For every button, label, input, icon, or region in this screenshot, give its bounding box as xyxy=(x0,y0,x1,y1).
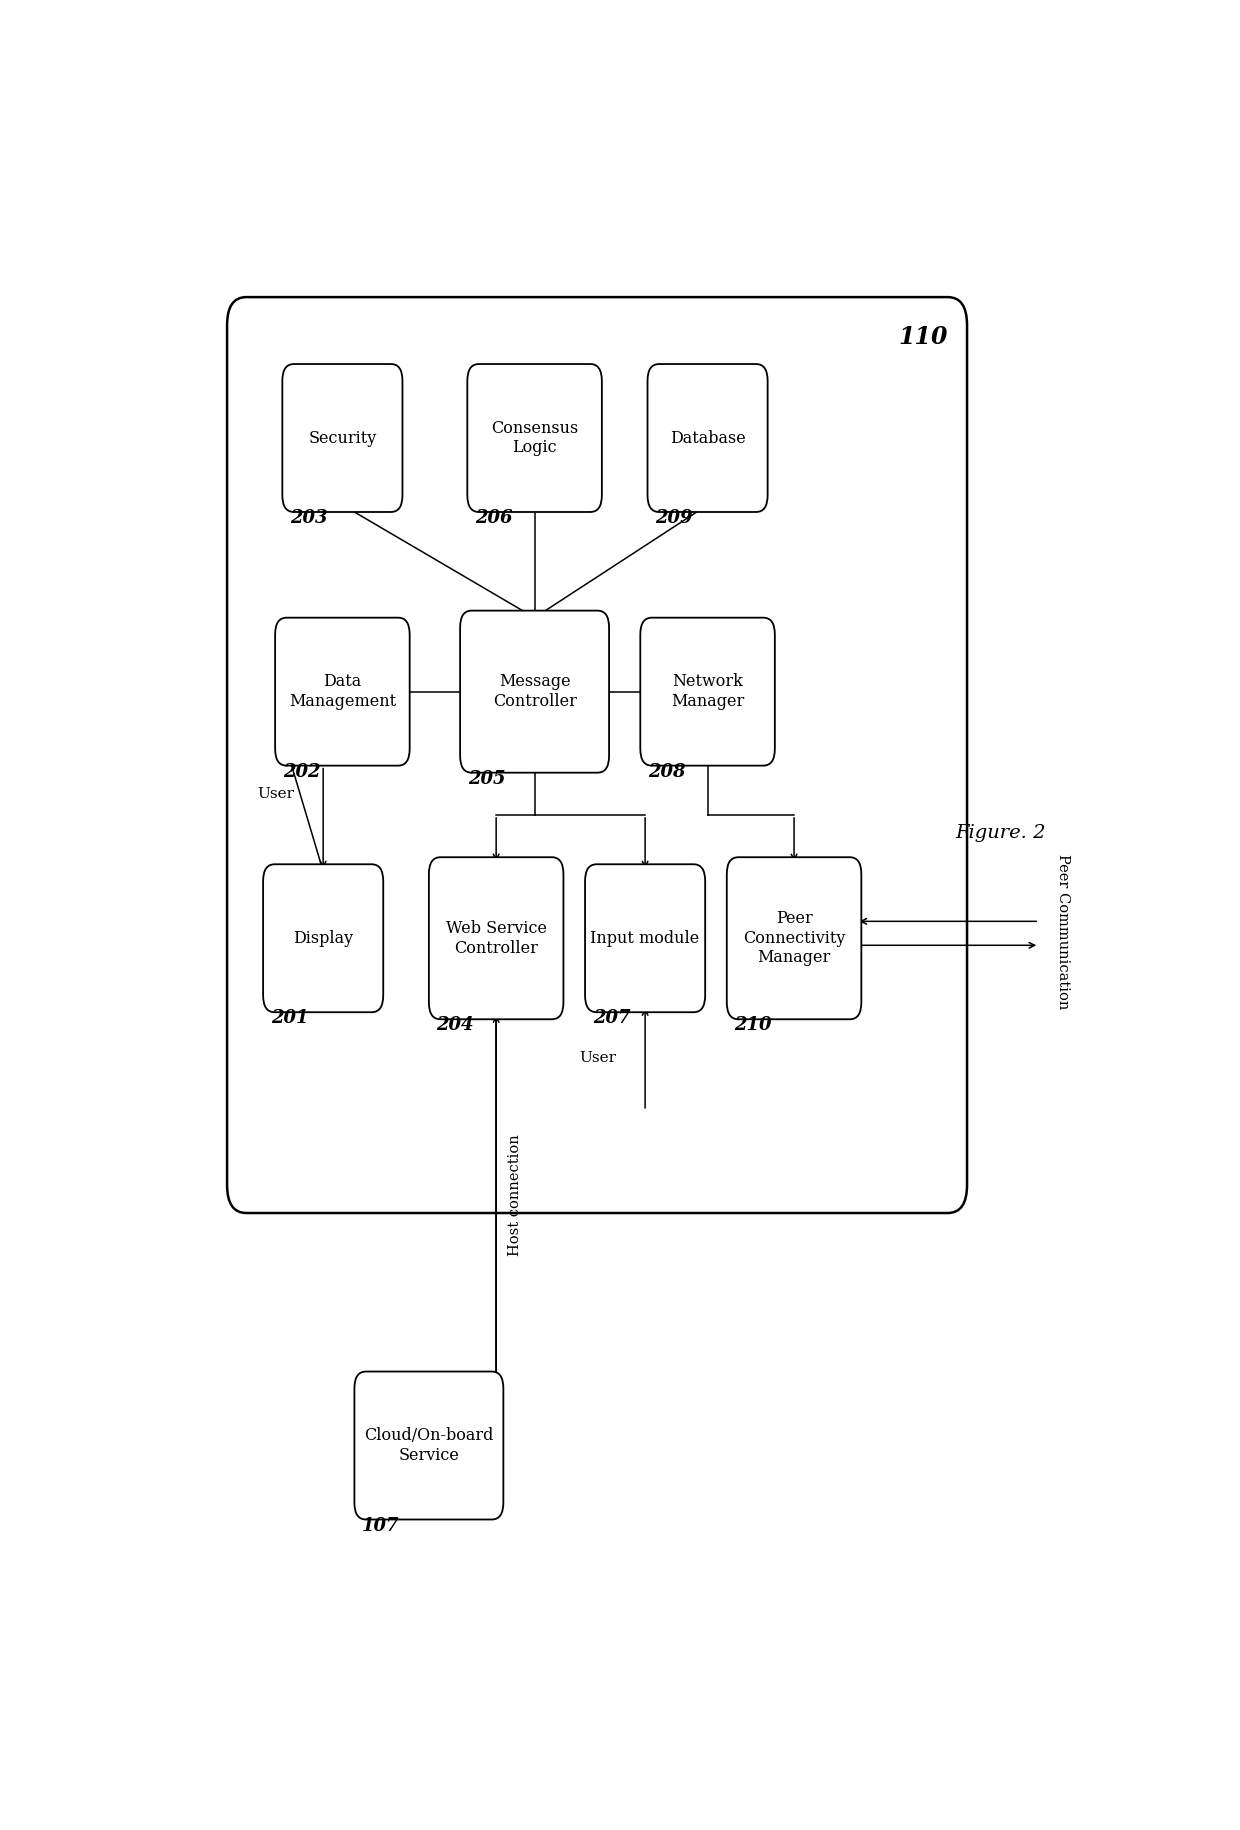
Text: User: User xyxy=(258,787,294,802)
FancyBboxPatch shape xyxy=(429,856,563,1019)
Text: 203: 203 xyxy=(290,509,327,527)
FancyBboxPatch shape xyxy=(585,864,706,1012)
FancyBboxPatch shape xyxy=(263,864,383,1012)
FancyBboxPatch shape xyxy=(640,619,775,765)
FancyBboxPatch shape xyxy=(283,364,403,512)
FancyBboxPatch shape xyxy=(355,1371,503,1519)
Text: Figure. 2: Figure. 2 xyxy=(956,824,1045,842)
Text: Web Service
Controller: Web Service Controller xyxy=(445,920,547,957)
FancyBboxPatch shape xyxy=(647,364,768,512)
Text: Peer
Connectivity
Manager: Peer Connectivity Manager xyxy=(743,910,846,966)
Text: 110: 110 xyxy=(898,326,947,350)
Text: Network
Manager: Network Manager xyxy=(671,673,744,710)
Text: Data
Management: Data Management xyxy=(289,673,396,710)
FancyBboxPatch shape xyxy=(227,296,967,1213)
Text: 210: 210 xyxy=(734,1016,773,1034)
Text: 208: 208 xyxy=(649,763,686,781)
Text: Database: Database xyxy=(670,430,745,447)
FancyBboxPatch shape xyxy=(467,364,601,512)
Text: 107: 107 xyxy=(362,1517,399,1535)
Text: 202: 202 xyxy=(283,763,320,781)
Text: Host connection: Host connection xyxy=(507,1135,522,1255)
Text: Input module: Input module xyxy=(590,930,699,946)
Text: Cloud/On-board
Service: Cloud/On-board Service xyxy=(365,1427,494,1464)
Text: 206: 206 xyxy=(475,509,512,527)
Text: 207: 207 xyxy=(593,1010,630,1027)
Text: 204: 204 xyxy=(436,1016,474,1034)
Text: Security: Security xyxy=(309,430,377,447)
Text: User: User xyxy=(579,1050,616,1065)
Text: Display: Display xyxy=(293,930,353,946)
Text: Consensus
Logic: Consensus Logic xyxy=(491,419,578,456)
Text: 209: 209 xyxy=(655,509,693,527)
Text: 205: 205 xyxy=(467,770,506,789)
Text: 201: 201 xyxy=(270,1010,309,1027)
FancyBboxPatch shape xyxy=(275,619,409,765)
FancyBboxPatch shape xyxy=(727,856,862,1019)
FancyBboxPatch shape xyxy=(460,611,609,772)
Text: Message
Controller: Message Controller xyxy=(492,673,577,710)
Text: Peer Communication: Peer Communication xyxy=(1056,853,1070,1008)
